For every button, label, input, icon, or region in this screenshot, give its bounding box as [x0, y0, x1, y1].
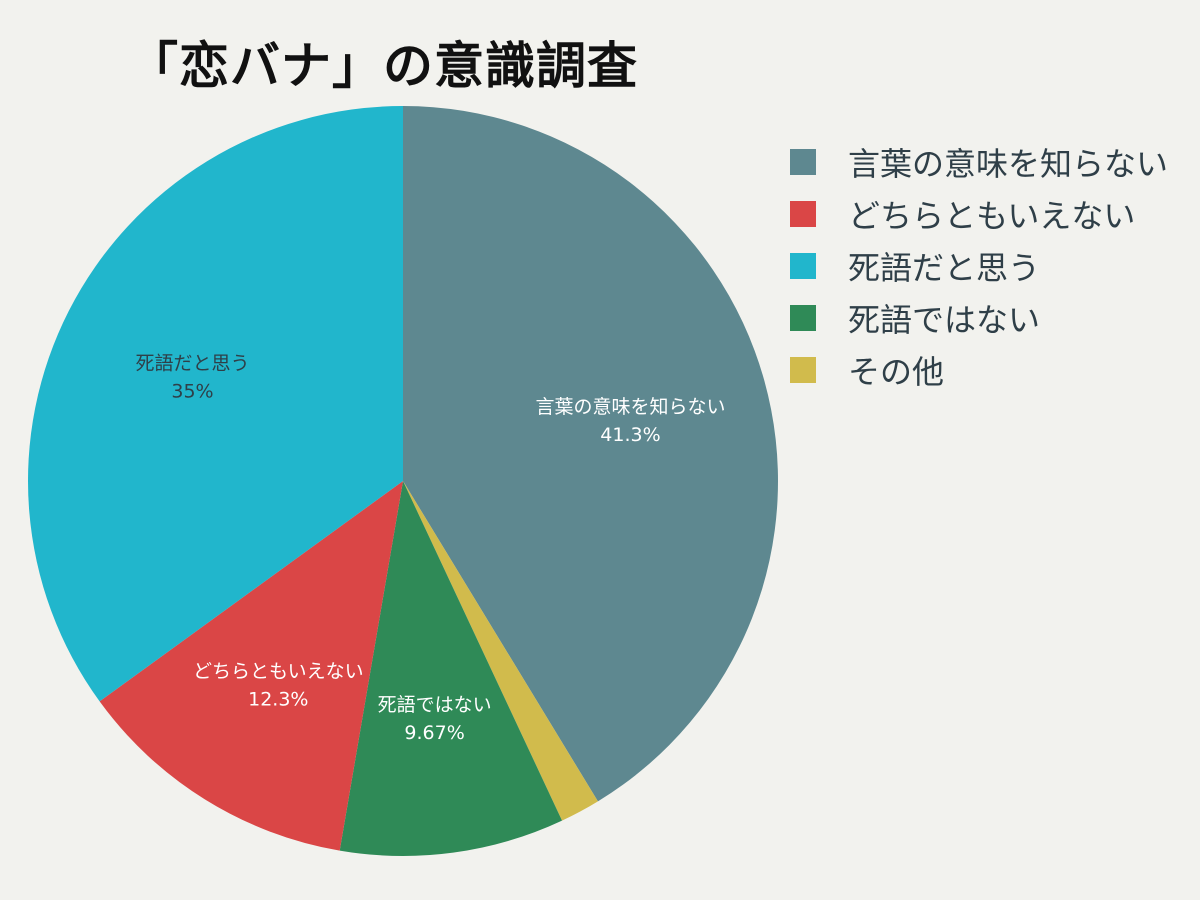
- pie-slice-4: [28, 106, 404, 702]
- pie-slice-label-3: どちらともいえない: [193, 661, 364, 683]
- pie-slice-0: [403, 106, 778, 802]
- pie-slice-3: [99, 481, 404, 851]
- pie-slice-label-2: 死語ではない: [378, 694, 492, 716]
- legend-label: 死語ではない: [848, 301, 1041, 339]
- legend-item-2: 死語だと思う: [790, 240, 1168, 292]
- pie-slice-label-4: 死語だと思う: [135, 353, 249, 375]
- chart-title: 「恋バナ」の意識調査: [128, 37, 638, 95]
- legend-label: その他: [848, 353, 945, 391]
- pie-slice-labels: 言葉の意味を知らない 41.3% 死語ではない 9.67% どちらともいえない 12.3%…: [135, 353, 725, 744]
- pie-slice-value-4: 35%: [171, 381, 213, 403]
- chart-legend: 言葉の意味を知らない どちらともいえない 死語だと思う 死語ではない その他: [790, 136, 1168, 396]
- legend-swatch: [790, 149, 816, 175]
- legend-item-0: 言葉の意味を知らない: [790, 136, 1168, 188]
- legend-swatch: [790, 201, 816, 227]
- legend-swatch: [790, 253, 816, 279]
- pie-slices: [28, 106, 778, 856]
- legend-label: どちらともいえない: [848, 197, 1136, 235]
- legend-item-3: 死語ではない: [790, 292, 1168, 344]
- pie-slice-label-0: 言葉の意味を知らない: [535, 396, 725, 418]
- pie-slice-1: [403, 481, 598, 821]
- pie-slice-value-3: 12.3%: [248, 689, 308, 711]
- legend-swatch: [790, 357, 816, 383]
- legend-item-4: その他: [790, 344, 1168, 396]
- pie-slice-2: [339, 481, 563, 856]
- pie-slice-value-2: 9.67%: [404, 722, 464, 744]
- legend-label: 言葉の意味を知らない: [848, 145, 1169, 183]
- pie-slice-value-0: 41.3%: [600, 424, 660, 446]
- legend-swatch: [790, 305, 816, 331]
- legend-label: 死語だと思う: [848, 249, 1041, 287]
- legend-item-1: どちらともいえない: [790, 188, 1168, 240]
